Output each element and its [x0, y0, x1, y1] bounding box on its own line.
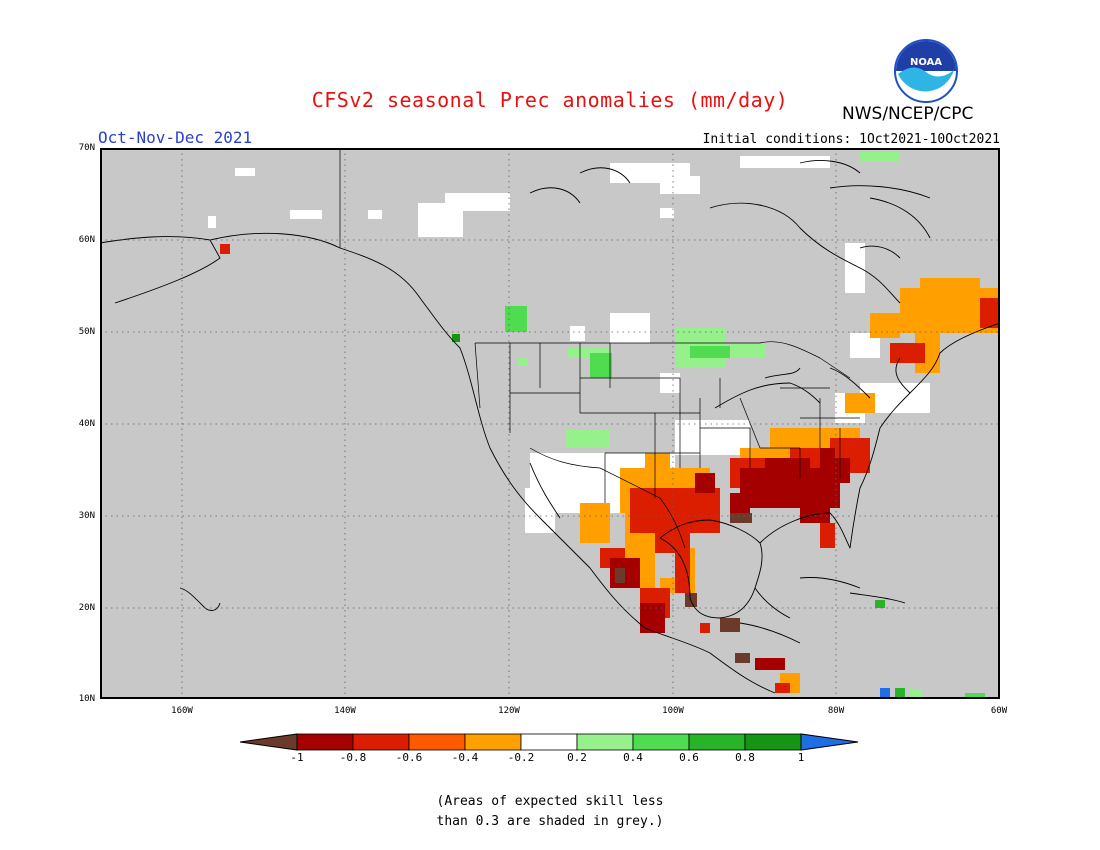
colorbar-arrow-low: [240, 733, 298, 751]
forecast-period: Oct-Nov-Dec 2021: [98, 128, 253, 147]
map-frame: [100, 148, 1000, 699]
colorbar-swatch: [520, 733, 578, 751]
lon-label-100w: 100W: [662, 706, 684, 716]
lat-label-30n: 30N: [78, 511, 95, 521]
colorbar-swatch: [352, 733, 410, 751]
skill-note-line2: than 0.3 are shaded in grey.): [436, 814, 664, 829]
colorbar-tick: -0.6: [395, 751, 423, 764]
map-background: [100, 148, 1000, 699]
colorbar-tick: 0.8: [735, 751, 755, 764]
colorbar-tick: -1: [290, 751, 304, 764]
lon-label-140w: 140W: [334, 706, 356, 716]
precipitation-anomaly-map: [100, 148, 1000, 699]
coastlines: [100, 160, 1000, 694]
skill-note-line1: (Areas of expected skill less: [436, 794, 664, 809]
map-title: CFSv2 seasonal Prec anomalies (mm/day): [311, 88, 789, 112]
lat-label-60n: 60N: [78, 235, 95, 245]
lon-label-120w: 120W: [498, 706, 520, 716]
lon-label-160w: 160W: [171, 706, 193, 716]
colorbar-swatch: [688, 733, 746, 751]
colorbar-swatch: [632, 733, 690, 751]
svg-text:NOAA: NOAA: [910, 57, 942, 68]
skill-note: (Areas of expected skill less than 0.3 a…: [0, 792, 1100, 832]
colorbar-swatch: [464, 733, 522, 751]
green-wet-areas: [452, 152, 985, 699]
lon-label-80w: 80W: [827, 706, 845, 716]
lat-label-70n: 70N: [78, 143, 95, 153]
colorbar-arrow-high: [800, 733, 859, 751]
lat-label-20n: 20N: [78, 603, 95, 613]
colorbar-tick: 0.6: [679, 751, 699, 764]
graticule: [100, 148, 1000, 699]
colorbar-swatch: [408, 733, 466, 751]
colorbar-tick: 0.2: [567, 751, 587, 764]
colorbar-tick: -0.4: [451, 751, 479, 764]
noaa-logo-icon: NOAA: [894, 39, 958, 103]
colorbar-swatch: [576, 733, 634, 751]
colorbar-swatch: [296, 733, 354, 751]
colorbar-tick: -0.8: [339, 751, 367, 764]
agency-label: NWS/NCEP/CPC: [842, 104, 974, 124]
lon-label-60w: 60W: [990, 706, 1008, 716]
lat-label-50n: 50N: [78, 327, 95, 337]
colorbar-tick: 1: [797, 751, 805, 764]
colorbar-tick: 0.4: [623, 751, 643, 764]
colorbar: [240, 733, 859, 751]
initial-conditions: Initial conditions: 1Oct2021-10Oct2021: [702, 132, 1000, 147]
political-borders: [339, 148, 860, 549]
lat-label-40n: 40N: [78, 419, 95, 429]
colorbar-swatch: [744, 733, 802, 751]
lat-label-10n: 10N: [78, 694, 95, 704]
colorbar-tick: -0.2: [507, 751, 535, 764]
